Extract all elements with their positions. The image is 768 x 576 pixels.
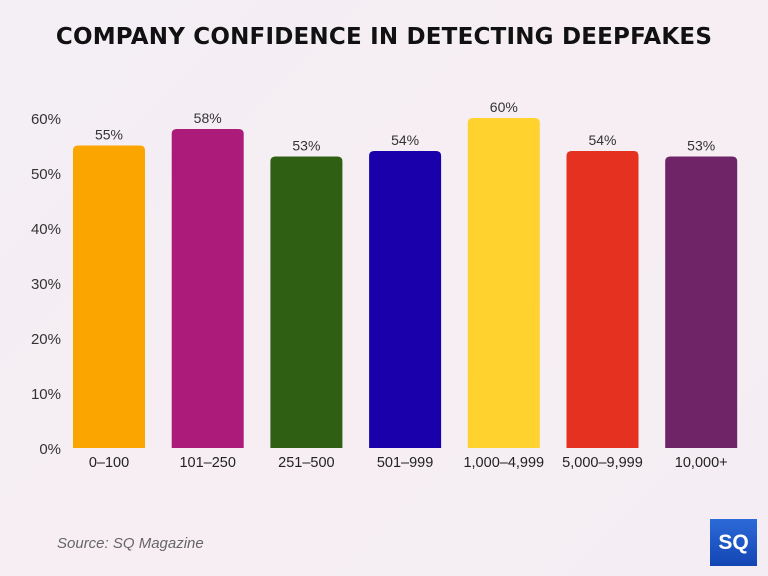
bar [73, 145, 145, 448]
x-tick-label: 10,000+ [675, 455, 728, 471]
source-note: Source: SQ Magazine [57, 535, 204, 552]
data-label: 58% [194, 110, 222, 126]
data-label: 53% [687, 138, 715, 154]
bar [665, 156, 738, 448]
bar-chart: 0% 10% 20% 30% 40% 50% 60% 55% 0–100 58% 101–250 53… [31, 99, 738, 471]
y-tick-label: 10% [31, 386, 61, 403]
x-tick-label: 1,000–4,999 [463, 455, 544, 471]
x-tick-label: 0–100 [89, 455, 129, 471]
bar [566, 151, 639, 448]
data-label: 54% [391, 132, 419, 148]
data-label: 60% [490, 99, 518, 115]
chart-title: COMPANY CONFIDENCE IN DETECTING DEEPFAKE… [55, 24, 713, 50]
data-label: 55% [95, 127, 123, 143]
logo-text: SQ [718, 530, 749, 554]
x-tick-label: 101–250 [179, 455, 235, 471]
y-tick-label: 20% [31, 331, 61, 348]
y-tick-label: 0% [39, 441, 61, 458]
data-label: 53% [292, 138, 320, 154]
x-tick-label: 251–500 [278, 455, 334, 471]
bar [369, 151, 442, 448]
sq-logo: SQ [710, 519, 757, 566]
bar [171, 129, 244, 448]
y-tick-label: 40% [31, 221, 61, 238]
x-tick-label: 501–999 [377, 455, 433, 471]
y-tick-label: 30% [31, 276, 61, 293]
data-label: 54% [588, 132, 616, 148]
bar [467, 118, 540, 448]
y-tick-label: 50% [31, 166, 61, 183]
bar [270, 156, 343, 448]
x-tick-label: 5,000–9,999 [562, 455, 643, 471]
y-tick-label: 60% [31, 111, 61, 128]
